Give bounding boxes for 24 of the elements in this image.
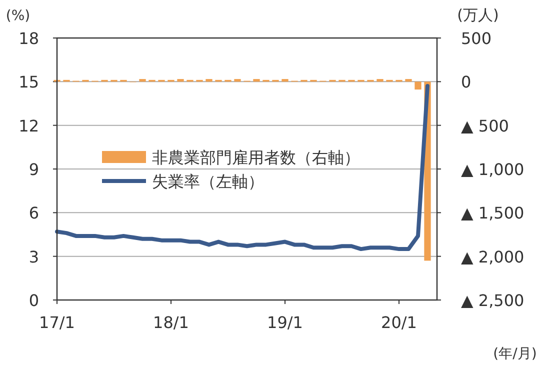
y2-tick-label: ▲ 1,000	[461, 160, 524, 179]
y2-tick-label: 500	[461, 29, 492, 48]
x-tick-label: 17/1	[39, 313, 75, 332]
x-tick-label: 19/1	[267, 313, 303, 332]
y-tick-label: 3	[28, 247, 39, 266]
y2-axis-title: (万人)	[457, 6, 499, 24]
y2-tick-label: ▲ 500	[461, 116, 509, 136]
y2-tick-label: ▲ 2,500	[461, 291, 524, 310]
y-tick-label: 12	[18, 116, 39, 136]
y-tick-label: 9	[28, 160, 39, 179]
y2-tick-label: 0	[461, 72, 472, 92]
y2-tick-label: ▲ 2,000	[461, 247, 524, 266]
x-axis-title: (年/月)	[493, 346, 537, 362]
x-tick-label: 20/1	[381, 313, 417, 332]
y-tick-label: 15	[18, 72, 39, 92]
line-series	[55, 84, 430, 252]
legend-label: 非農業部門雇用者数（右軸）	[152, 148, 360, 167]
y-tick-label: 6	[28, 204, 39, 223]
y2-tick-label: ▲ 1,500	[461, 204, 524, 223]
legend-label: 失業率（左軸）	[152, 172, 264, 191]
y-axis-title: (%)	[6, 8, 30, 24]
y-tick-label: 18	[18, 29, 39, 48]
y-tick-label: 0	[28, 291, 39, 310]
x-tick-label: 18/1	[153, 313, 189, 332]
